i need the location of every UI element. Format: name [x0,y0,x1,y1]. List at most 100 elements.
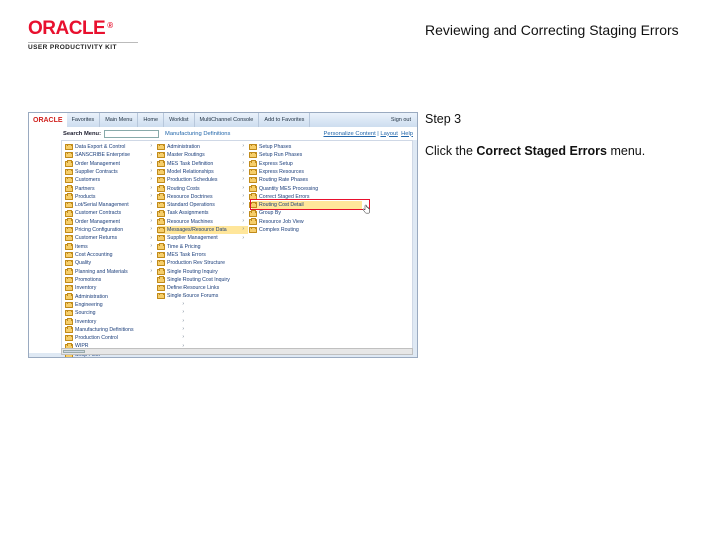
menu-item-label: Pricing Configuration [75,226,123,234]
menu-item-label: Items [75,243,88,251]
folder-icon [65,269,73,275]
menu-item[interactable]: Cost Accounting [65,251,153,259]
menu-item[interactable]: Promotions [65,276,185,284]
menu-item[interactable]: Pricing Configuration [65,226,153,234]
menu-item[interactable]: Lot/Serial Management [65,201,153,209]
menu-item[interactable]: Quality [65,259,153,267]
menu-item[interactable]: Supplier Management [157,234,245,242]
oracle-logo-block: ORACLE ® USER PRODUCTIVITY KIT [28,18,158,51]
folder-icon [65,144,73,150]
horizontal-scrollbar[interactable] [61,348,413,355]
search-row: Search Menu: Manufacturing Definitions P… [29,127,417,140]
menu-item-label: Quality [75,259,91,267]
menu-item[interactable]: Quantity MES Processing [249,184,355,192]
menu-item[interactable]: Manufacturing Definitions [65,326,185,334]
menu-item[interactable]: Single Routing Inquiry [157,267,245,275]
search-input[interactable] [104,130,159,138]
menu-item[interactable]: Task Assignments [157,209,245,217]
menu-item[interactable]: Data Export & Control [65,143,153,151]
instruction-pane: Step 3 Click the Correct Staged Errors m… [425,112,695,158]
folder-icon [157,260,165,266]
folder-icon [157,252,165,258]
menu-item[interactable]: Routing Rate Phases [249,176,355,184]
menu-item[interactable]: Customer Returns [65,234,153,242]
toolbar-home[interactable]: Home [138,113,164,127]
folder-icon [65,335,73,341]
toolbar-main-menu[interactable]: Main Menu [100,113,138,127]
personalize-content-link[interactable]: Personalize Content [323,131,375,137]
menu-item[interactable]: Order Management [65,160,153,168]
toolbar-signout[interactable]: Sign out [386,113,417,127]
menu-item[interactable]: Time & Pricing [157,243,245,251]
menu-item[interactable]: Model Relationships [157,168,245,176]
menu-item[interactable]: SANSCRIBE Enterprise [65,151,153,159]
menu-item[interactable]: Resource Doctrines [157,193,245,201]
menu-item[interactable]: Resource Machines [157,218,245,226]
menu-item-label: Promotions [75,276,101,284]
menu-item[interactable]: Inventory [65,317,185,325]
folder-icon [65,211,73,217]
help-link[interactable]: Help [401,131,413,137]
menu-item-label: Group By [259,209,281,217]
layout-link[interactable]: Layout [380,131,397,137]
menu-item[interactable]: Setup Run Phases [249,151,355,159]
menu-item-label: Lot/Serial Management [75,201,129,209]
menu-item[interactable]: Order Management [65,218,153,226]
toolbar-favorites[interactable]: Favorites [67,113,101,127]
menu-item[interactable]: Production Control [65,334,185,342]
folder-icon [249,177,257,183]
folder-icon [249,144,257,150]
folder-icon [249,227,257,233]
menu-item[interactable]: Administration [65,293,185,301]
menu-item[interactable]: Express Resources [249,168,355,176]
menu-item-label: Express Setup [259,160,293,168]
toolbar-mcc[interactable]: MultiChannel Console [195,113,260,127]
menu-item[interactable]: Standard Operations [157,201,245,209]
menu-item[interactable]: Engineering [65,301,185,309]
toolbar-worklist[interactable]: Worklist [164,113,194,127]
registered-mark: ® [107,21,112,30]
folder-icon [65,219,73,225]
menu-item-label: Task Assignments [167,209,209,217]
step-label: Step 3 [425,112,695,126]
menu-item-label: Cost Accounting [75,251,113,259]
menu-item[interactable]: MES Task Definition [157,160,245,168]
menu-item-label: MES Task Definition [167,160,213,168]
toolbar-add-fav[interactable]: Add to Favorites [259,113,310,127]
menu-item[interactable]: Products [65,193,153,201]
menu-item[interactable]: Items [65,243,153,251]
menu-item[interactable]: Customers [65,176,153,184]
folder-icon [157,211,165,217]
menu-item[interactable]: Production Rev Structure [157,259,245,267]
menu-item[interactable]: Supplier Contracts [65,168,153,176]
menu-item-label: Customers [75,176,100,184]
folder-icon [157,202,165,208]
menu-item-label: Administration [167,143,200,151]
menu-item[interactable]: Administration [157,143,245,151]
menu-item[interactable]: Setup Phases [249,143,355,151]
menu-item-label: Routing Costs [167,185,200,193]
folder-icon [65,177,73,183]
menu-item[interactable]: Master Routings [157,151,245,159]
scrollbar-thumb[interactable] [63,350,85,353]
menu-item[interactable]: Customer Contracts [65,209,153,217]
menu-item-label: Single Routing Inquiry [167,268,218,276]
menu-item[interactable]: Routing Costs [157,184,245,192]
folder-icon [65,169,73,175]
menu-item[interactable]: Inventory [65,284,185,292]
menu-item-label: Master Routings [167,151,205,159]
menu-item[interactable]: Group By [249,209,355,217]
menu-item[interactable]: Messages/Resource Data [157,226,245,234]
menu-item[interactable]: Planning and Materials [65,267,153,275]
folder-icon [157,219,165,225]
menu-item[interactable]: Production Schedules [157,176,245,184]
folder-icon [249,186,257,192]
menu-item[interactable]: Resource Job View [249,218,355,226]
menu-item[interactable]: Express Setup [249,160,355,168]
menu-item[interactable]: MES Task Errors [157,251,245,259]
menu-item[interactable]: Partners [65,184,153,192]
page-title: Reviewing and Correcting Staging Errors [425,22,679,38]
menu-item[interactable]: Sourcing [65,309,185,317]
app-screenshot: ORACLE Favorites Main Menu Home Worklist… [28,112,418,358]
menu-item[interactable]: Complex Routing [249,226,355,234]
